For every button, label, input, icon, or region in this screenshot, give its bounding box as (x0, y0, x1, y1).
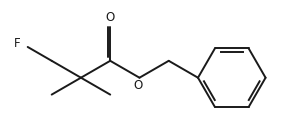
Text: O: O (106, 11, 115, 24)
Text: F: F (14, 37, 21, 50)
Text: O: O (133, 79, 142, 92)
